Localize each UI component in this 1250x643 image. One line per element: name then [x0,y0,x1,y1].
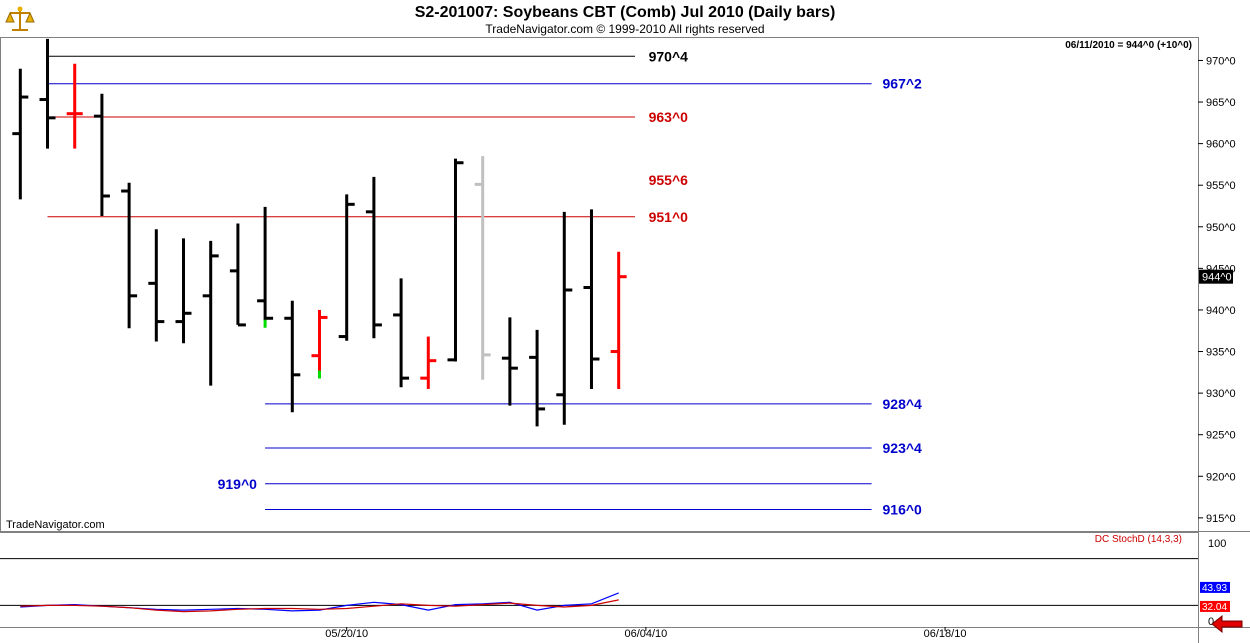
y-tick-label: 950^0 [1206,222,1236,234]
stoch-value-box [1200,581,1230,593]
info-line: 06/11/2010 = 944^0 (+10^0) [1065,40,1192,51]
ohlc-bar [66,63,83,149]
annotation-label: 955^6 [649,172,689,188]
ohlc-bar [257,206,274,328]
ohlc-bar [447,158,464,362]
watermark-text: TradeNavigator.com [6,519,105,531]
ohlc-bar [583,209,600,389]
level-label: 951^0 [649,209,689,225]
stoch-value-box [1200,600,1230,612]
y-tick-label: 920^0 [1206,471,1236,483]
level-label: 967^2 [883,76,923,92]
price-panel: 970^0965^0960^0955^0950^0945^0940^0935^0… [0,37,1236,643]
y-tick-label: 965^0 [1206,97,1236,109]
back-arrow-icon[interactable] [1210,614,1244,634]
stoch-y-tick-label: 100 [1208,538,1226,550]
ohlc-bar [311,309,328,379]
level-label: 970^4 [649,48,689,64]
y-tick-label: 935^0 [1206,347,1236,359]
last-price-box [1199,269,1233,284]
stoch-legend: DC StochD (14,3,3) [1095,534,1182,545]
y-tick-label: 955^0 [1206,180,1236,192]
stoch-line [20,599,619,613]
stoch-panel: 100 0 DC StochD (14,3,3) 43.93 32.04 05/20/10… [0,531,1250,640]
y-tick-label: 915^0 [1206,513,1236,525]
x-tick-label: 05/20/10 [325,628,368,640]
ohlc-bar [610,251,627,389]
y-tick-label: 930^0 [1206,388,1236,400]
level-label: 916^0 [883,502,923,518]
level-label: 923^4 [883,440,923,456]
ohlc-bar [420,336,437,389]
level-label: 963^0 [649,109,689,125]
ohlc-bar [148,229,165,342]
ohlc-bar [121,182,138,329]
ohlc-bar [365,176,382,339]
ohlc-bar [175,238,192,344]
stoch-y-tick-label: 0 [1208,616,1214,628]
ohlc-bar [202,240,219,386]
chart-title: S2-201007: Soybeans CBT (Comb) Jul 2010 … [414,4,836,21]
ohlc-bar [338,194,355,341]
price-panel-frame [0,37,1199,533]
y-tick-label: 925^0 [1206,430,1236,442]
y-tick-label: 970^0 [1206,55,1236,67]
last-price-label: 944^0 [1202,272,1232,284]
level-label: 919^0 [218,476,258,492]
ohlc-bar [529,329,546,427]
stoch-value-label: 32.04 [1202,602,1227,613]
chart-subtitle: TradeNavigator.com © 1999-2010 All right… [485,22,765,36]
ohlc-bar [39,38,56,149]
ohlc-bar [501,317,518,406]
scales-logo-icon [4,4,36,36]
x-tick-label: 06/04/10 [624,628,667,640]
stoch-value-label: 43.93 [1202,583,1227,594]
ohlc-bar [284,300,301,413]
ohlc-bar [393,278,410,388]
level-label: 928^4 [883,396,923,412]
y-tick-label: 940^0 [1206,305,1236,317]
ohlc-bar [556,211,573,425]
x-tick-label: 06/18/10 [924,628,967,640]
stoch-line [20,592,619,612]
ohlc-bar [93,93,110,216]
ohlc-bar [12,68,29,200]
ohlc-bar [229,223,246,327]
y-tick-label: 960^0 [1206,139,1236,151]
ohlc-bar [474,156,491,380]
